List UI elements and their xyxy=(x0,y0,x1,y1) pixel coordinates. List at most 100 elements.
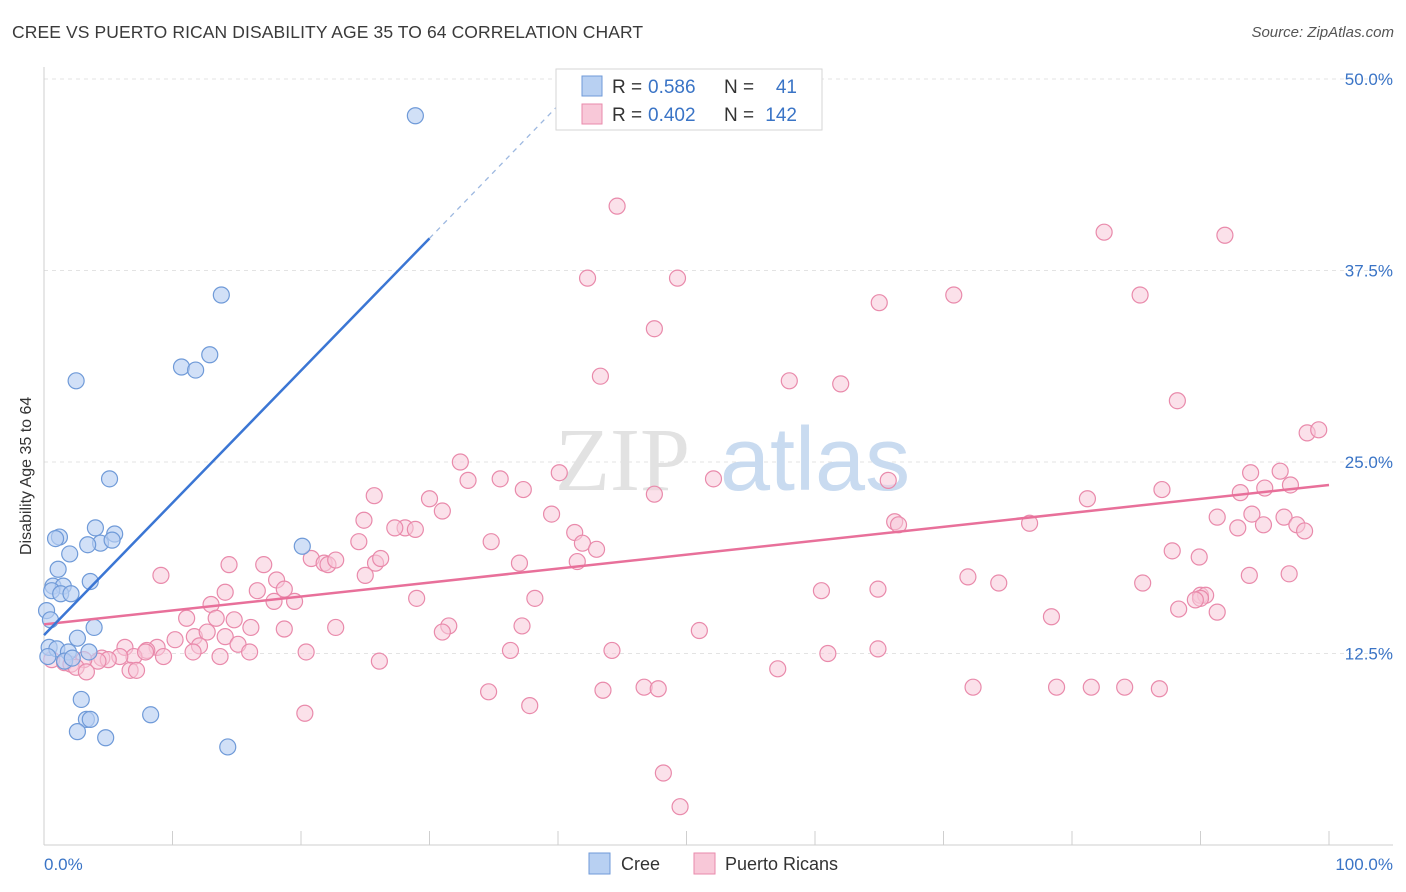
pr-data-point xyxy=(216,583,234,601)
pr-data-point xyxy=(990,574,1008,592)
legend-pr-swatch xyxy=(693,852,716,875)
pr-data-point xyxy=(521,696,539,715)
cree-data-point xyxy=(68,723,87,741)
cree-data-point xyxy=(86,519,105,537)
cree-data-point xyxy=(72,690,90,709)
pr-data-point xyxy=(184,643,202,661)
pr-data-point xyxy=(1078,490,1097,508)
cree-data-point xyxy=(81,572,99,591)
pr-data-point xyxy=(1020,514,1039,532)
pr-data-point xyxy=(1310,421,1328,439)
pr-data-point xyxy=(370,652,388,670)
pr-data-point xyxy=(1208,603,1226,621)
y-axis-label: Disability Age 35 to 64 xyxy=(18,396,35,555)
pr-data-point xyxy=(178,609,196,627)
legend-cree-swatch xyxy=(588,852,611,875)
pr-data-point xyxy=(255,556,273,574)
cree-data-point xyxy=(46,529,65,548)
pr-data-point xyxy=(608,197,626,215)
pr-data-point xyxy=(211,647,229,666)
pr-data-point xyxy=(879,471,897,489)
pr-trend-line xyxy=(43,483,1330,626)
trend-lines xyxy=(43,78,1330,636)
cree-r-label: R = xyxy=(612,77,642,98)
pr-data-point xyxy=(1047,678,1066,696)
pr-data-point xyxy=(408,589,426,607)
cree-data-point xyxy=(201,346,219,364)
x-tick-labels: 0.0% 100.0% xyxy=(44,855,1393,874)
cree-data-point xyxy=(39,647,57,666)
pr-data-point xyxy=(573,534,592,552)
pr-data-point xyxy=(513,617,531,635)
gridlines xyxy=(44,78,1393,654)
pr-data-point xyxy=(668,269,687,287)
pr-data-point xyxy=(433,502,451,520)
pr-data-point xyxy=(1168,392,1186,410)
pr-data-point xyxy=(1095,223,1113,241)
cree-data-point xyxy=(61,545,79,563)
pr-data-point xyxy=(152,566,170,584)
cree-data-point xyxy=(67,372,85,390)
pr-data-point xyxy=(491,470,509,488)
pr-data-point xyxy=(654,764,672,782)
pr-data-point xyxy=(355,511,373,529)
pr-data-point xyxy=(780,372,798,390)
pr-data-point xyxy=(198,623,216,641)
cree-data-point xyxy=(62,585,80,603)
stats-box: R = 0.586 N = 41 R = 0.402 N = 142 xyxy=(555,68,823,131)
pr-data-point xyxy=(265,592,283,611)
y-tick-labels: 12.5% 25.0% 37.5% 50.0% xyxy=(1345,70,1393,664)
cree-data-point xyxy=(68,629,87,647)
pr-data-point xyxy=(451,453,469,471)
pr-data-point xyxy=(372,549,390,568)
pr-data-point xyxy=(832,375,850,393)
cree-data-point xyxy=(80,643,98,661)
pr-data-point xyxy=(578,269,597,287)
pr-data-point xyxy=(635,678,653,696)
pr-data-point xyxy=(1042,608,1061,626)
pr-data-point xyxy=(127,661,146,679)
legend: Cree Puerto Ricans xyxy=(588,852,838,875)
pr-data-point xyxy=(216,628,234,646)
pr-data-point xyxy=(327,618,345,637)
pr-data-point xyxy=(207,609,225,627)
pr-data-point xyxy=(1153,480,1171,499)
cree-data-point xyxy=(97,729,115,747)
pr-data-point xyxy=(603,641,621,660)
legend-cree-label: Cree xyxy=(621,854,660,874)
legend-pr-label: Puerto Ricans xyxy=(725,854,838,874)
pr-data-point xyxy=(649,680,667,698)
pr-data-point xyxy=(869,640,887,658)
pr-data-point xyxy=(1243,505,1261,523)
pr-data-point xyxy=(225,611,243,629)
pr-data-point xyxy=(1150,680,1168,698)
pr-data-point xyxy=(350,533,368,551)
pr-data-point xyxy=(1231,484,1249,502)
pr-data-point xyxy=(77,663,96,681)
cree-data-point xyxy=(79,536,97,554)
puerto-ricans-series xyxy=(43,197,1328,816)
pr-data-point xyxy=(386,519,404,537)
pr-data-point xyxy=(1134,574,1152,592)
y-tick-label: 50.0% xyxy=(1345,70,1393,89)
pr-data-point xyxy=(704,470,723,488)
pr-data-point xyxy=(870,294,888,312)
pr-r-value: 0.402 xyxy=(648,105,696,126)
pr-data-point xyxy=(769,660,787,678)
cree-data-point xyxy=(103,531,121,549)
pr-data-point xyxy=(1131,286,1149,304)
pr-data-point xyxy=(365,487,383,505)
pr-data-point xyxy=(1280,565,1298,583)
pr-data-point xyxy=(945,286,963,304)
pr-data-point xyxy=(241,643,259,661)
watermark-atlas: atlas xyxy=(720,410,910,510)
pr-data-point xyxy=(594,681,612,699)
y-tick-label: 37.5% xyxy=(1345,262,1393,281)
pr-swatch xyxy=(581,103,603,125)
cree-series xyxy=(37,107,424,756)
pr-data-point xyxy=(1186,591,1204,609)
source-credit: Source: ZipAtlas.com xyxy=(1251,24,1394,41)
chart-title: CREE VS PUERTO RICAN DISABILITY AGE 35 T… xyxy=(12,22,644,42)
cree-data-point xyxy=(63,649,81,667)
